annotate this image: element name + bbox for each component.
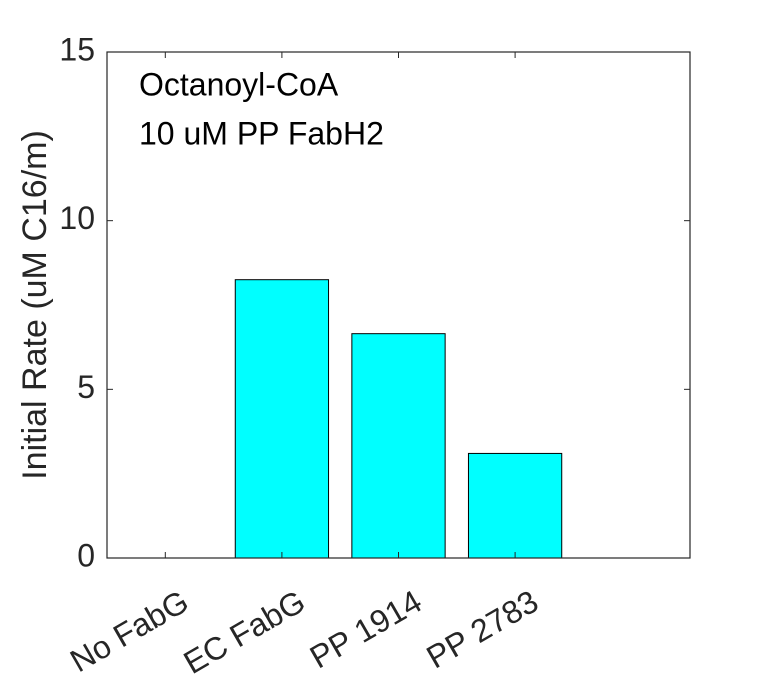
bars-layer <box>234 279 563 559</box>
x-tick-label-pp-1914: PP 1914 <box>304 583 428 675</box>
y-axis-label: Initial Rate (uM C16/m) <box>16 130 54 480</box>
bar-ec-fabg <box>234 279 330 559</box>
ytick-labels-layer: 0 5 10 15 <box>59 31 95 573</box>
x-tick-label-ec-fabg: EC FabG <box>177 583 311 680</box>
x-tick-label-no-fabg: No FabG <box>64 583 194 679</box>
bar-pp-2783 <box>467 452 563 559</box>
y-tick-label-5: 5 <box>77 369 95 405</box>
y-tick-label-0: 0 <box>77 537 95 573</box>
y-tick-label-10: 10 <box>59 200 95 236</box>
y-tick-label-15: 15 <box>59 31 95 67</box>
x-tick-label-pp-2783: PP 2783 <box>420 583 544 675</box>
bar-pp-1914 <box>351 333 446 559</box>
annotation-enzyme: 10 uM PP FabH2 <box>139 115 384 151</box>
ticks-layer <box>107 51 690 559</box>
annotation-substrate: Octanoyl-CoA <box>139 66 339 102</box>
